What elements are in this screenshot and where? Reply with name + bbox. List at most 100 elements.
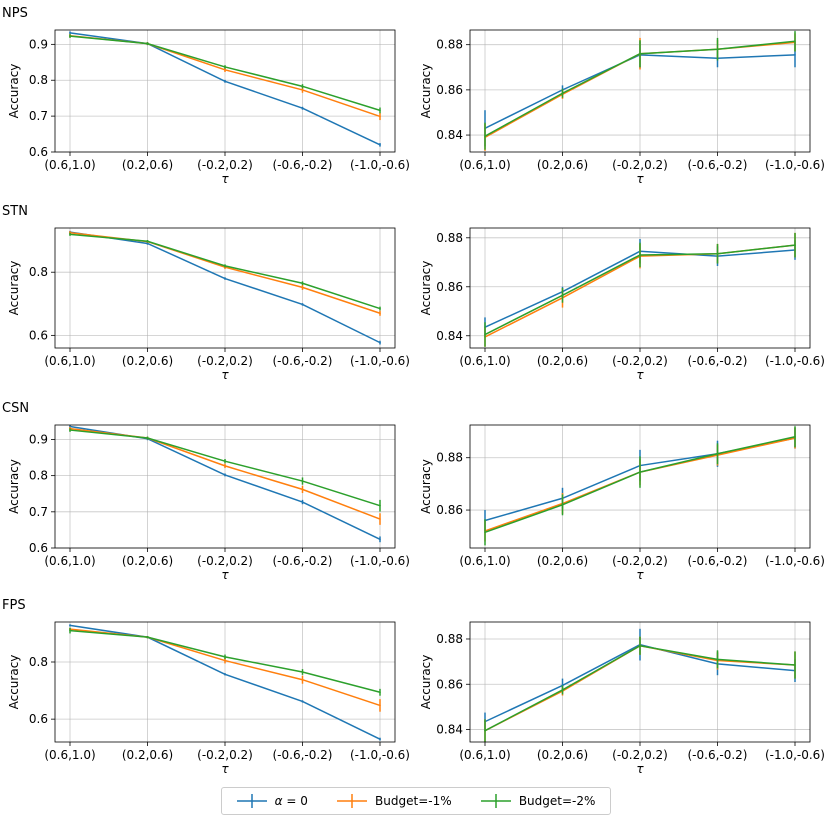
data-point-alpha0 xyxy=(379,738,381,740)
x-tick-label: (-0.6,-0.2) xyxy=(272,354,332,368)
data-point-alpha0 xyxy=(301,107,304,110)
legend: α = 0 Budget=-1% Budget=-2% xyxy=(221,787,611,815)
data-point-budget1 xyxy=(301,488,304,491)
y-axis-title: Accuracy xyxy=(7,64,21,119)
x-axis-title: τ xyxy=(221,762,229,776)
data-point-budget2 xyxy=(716,658,719,661)
data-point-budget2 xyxy=(716,252,719,255)
data-point-budget2 xyxy=(639,254,641,256)
x-tick-label: (0.6,1.0) xyxy=(459,158,510,172)
data-point-budget2 xyxy=(146,437,149,439)
legend-swatch-budget1 xyxy=(337,794,368,808)
x-tick-label: (-1.0,-0.6) xyxy=(765,554,825,568)
row-title-fps: FPS xyxy=(2,598,26,613)
data-point-budget2 xyxy=(639,52,641,55)
x-tick-label: (-0.2,0.2) xyxy=(197,158,253,172)
x-tick-label: (-0.6,-0.2) xyxy=(687,554,747,568)
data-point-budget2 xyxy=(146,636,149,638)
data-point-budget1 xyxy=(301,678,304,681)
data-point-budget1 xyxy=(379,115,381,118)
x-axis-title: τ xyxy=(221,368,229,382)
data-point-budget2 xyxy=(224,656,226,658)
x-tick-label: (-0.2,0.2) xyxy=(612,354,668,368)
x-axis-title: τ xyxy=(221,568,229,582)
subplot-r0-c1: (0.6,1.0) (0.2,0.6) (-0.2,0.2) (-0.6,-0.2) (… xyxy=(419,29,825,186)
data-point-budget2 xyxy=(794,664,796,666)
x-tick-label: (0.6,1.0) xyxy=(459,748,510,762)
x-tick-label: (-1.0,-0.6) xyxy=(765,158,825,172)
x-tick-label: (0.6,1.0) xyxy=(44,554,95,568)
data-point-budget2 xyxy=(716,452,719,455)
data-point-budget2 xyxy=(379,504,381,507)
y-axis-title: Accuracy xyxy=(7,459,21,514)
data-point-budget2 xyxy=(639,644,641,647)
y-tick-label: 0.6 xyxy=(29,145,48,159)
y-tick-label: 0.84 xyxy=(436,329,463,343)
y-tick-label: 0.88 xyxy=(436,632,463,646)
y-tick-label: 0.84 xyxy=(436,723,463,737)
row-title-nps: NPS xyxy=(2,6,28,21)
data-point-budget1 xyxy=(224,659,226,662)
data-point-budget2 xyxy=(224,265,226,267)
y-axis-title: Accuracy xyxy=(419,261,433,316)
y-tick-label: 0.88 xyxy=(436,451,463,465)
data-point-budget2 xyxy=(484,729,486,732)
x-tick-label: (0.2,0.6) xyxy=(122,158,173,172)
legend-label-budget1: Budget=-1% xyxy=(375,794,452,808)
legend-item-budget2: Budget=-2% xyxy=(480,794,595,808)
y-tick-label: 0.6 xyxy=(29,712,48,726)
x-tick-label: (0.2,0.6) xyxy=(537,354,588,368)
data-point-budget2 xyxy=(301,85,304,88)
data-point-budget2 xyxy=(716,48,719,51)
data-point-alpha0 xyxy=(224,80,226,83)
row-title-csn: CSN xyxy=(2,401,29,416)
legend-item-alpha0: α = 0 xyxy=(236,794,308,808)
row-title-stn: STN xyxy=(2,204,28,219)
data-point-budget2 xyxy=(146,42,149,45)
data-point-budget2 xyxy=(794,435,796,438)
x-tick-label: (-1.0,-0.6) xyxy=(765,748,825,762)
data-point-budget1 xyxy=(379,312,381,315)
data-point-budget2 xyxy=(561,92,564,95)
data-point-budget2 xyxy=(301,480,304,482)
data-point-budget2 xyxy=(224,460,226,462)
data-point-budget1 xyxy=(224,69,226,71)
x-tick-label: (0.6,1.0) xyxy=(459,354,510,368)
x-tick-label: (-1.0,-0.6) xyxy=(350,158,410,172)
data-point-budget1 xyxy=(301,89,304,91)
data-point-budget2 xyxy=(301,671,304,673)
x-tick-label: (-1.0,-0.6) xyxy=(350,354,410,368)
x-axis-title: τ xyxy=(636,762,644,776)
subplot-r3-c1: (0.6,1.0) (0.2,0.6) (-0.2,0.2) (-0.6,-0.2) (… xyxy=(419,621,825,776)
x-tick-label: (-0.2,0.2) xyxy=(612,748,668,762)
x-axis-title: τ xyxy=(636,172,644,186)
data-point-budget1 xyxy=(224,465,226,467)
y-tick-label: 0.7 xyxy=(29,505,48,519)
data-point-budget2 xyxy=(379,109,381,112)
data-point-budget2 xyxy=(561,689,564,691)
x-axis-title: τ xyxy=(636,368,644,382)
data-point-alpha0 xyxy=(69,32,71,34)
y-axis-title: Accuracy xyxy=(419,459,433,514)
data-point-budget1 xyxy=(379,518,381,520)
data-point-alpha0 xyxy=(224,673,226,676)
subplot-r1-c1: (0.6,1.0) (0.2,0.6) (-0.2,0.2) (-0.6,-0.2) (… xyxy=(419,227,825,382)
data-point-alpha0 xyxy=(69,624,71,627)
y-tick-label: 0.8 xyxy=(29,655,48,669)
x-tick-label: (-0.2,0.2) xyxy=(612,554,668,568)
subplot-r2-c1: (0.6,1.0) (0.2,0.6) (-0.2,0.2) (-0.6,-0.2) (… xyxy=(419,424,825,582)
x-tick-label: (-0.6,-0.2) xyxy=(272,158,332,172)
x-tick-label: (-1.0,-0.6) xyxy=(350,748,410,762)
subplot-nps-c0: (0.6,1.0) (0.2,0.6) (-0.2,0.2) (-0.6,-0.2) (… xyxy=(2,6,410,186)
y-tick-label: 0.8 xyxy=(29,469,48,483)
data-point-budget2 xyxy=(794,40,796,43)
y-tick-label: 0.8 xyxy=(29,73,48,87)
y-tick-label: 0.86 xyxy=(436,83,463,97)
x-tick-label: (-0.2,0.2) xyxy=(197,554,253,568)
legend-swatch-budget2 xyxy=(480,794,511,808)
x-axis-title: τ xyxy=(636,568,644,582)
y-tick-label: 0.7 xyxy=(29,109,48,123)
y-tick-label: 0.6 xyxy=(29,328,48,342)
data-point-budget1 xyxy=(379,704,381,707)
